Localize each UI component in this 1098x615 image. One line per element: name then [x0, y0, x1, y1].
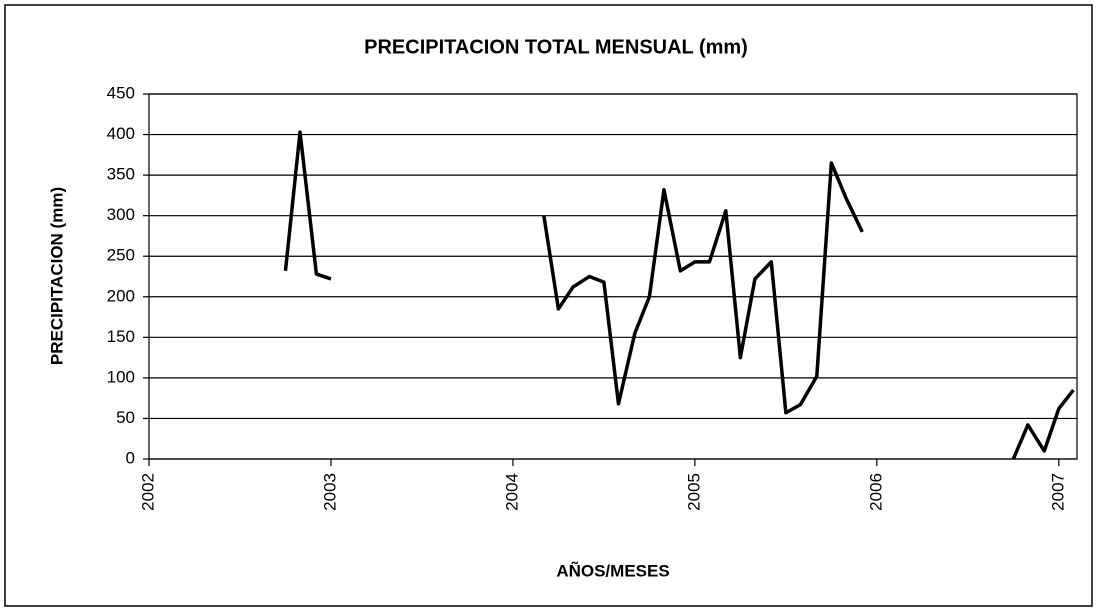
y-tick-label: 50 — [116, 408, 135, 427]
y-tick-label: 450 — [107, 83, 135, 102]
x-tick-label: 2006 — [866, 473, 885, 511]
y-tick-label: 100 — [107, 367, 135, 386]
x-tick-label: 2004 — [502, 473, 521, 511]
x-tick-label: 2005 — [684, 473, 703, 511]
chart-frame — [4, 4, 1093, 607]
y-tick-label: 350 — [107, 165, 135, 184]
x-axis-title: AÑOS/MESES — [556, 560, 669, 580]
y-tick-label: 300 — [107, 205, 135, 224]
x-tick-label: 2007 — [1048, 473, 1067, 511]
plot-frame — [148, 93, 1078, 460]
x-tick-label: 2003 — [320, 473, 339, 511]
y-tick-label: 250 — [107, 246, 135, 265]
chart-title: PRECIPITACION TOTAL MENSUAL (mm) — [364, 36, 748, 58]
y-tick-label: 400 — [107, 124, 135, 143]
data-line — [283, 130, 1075, 460]
y-tick-label: 150 — [107, 327, 135, 346]
y-axis-title: PRECIPITACION (mm) — [47, 187, 66, 365]
x-tick-label: 2002 — [138, 473, 157, 511]
y-tick-label: 0 — [126, 448, 135, 467]
y-tick-label: 200 — [107, 286, 135, 305]
